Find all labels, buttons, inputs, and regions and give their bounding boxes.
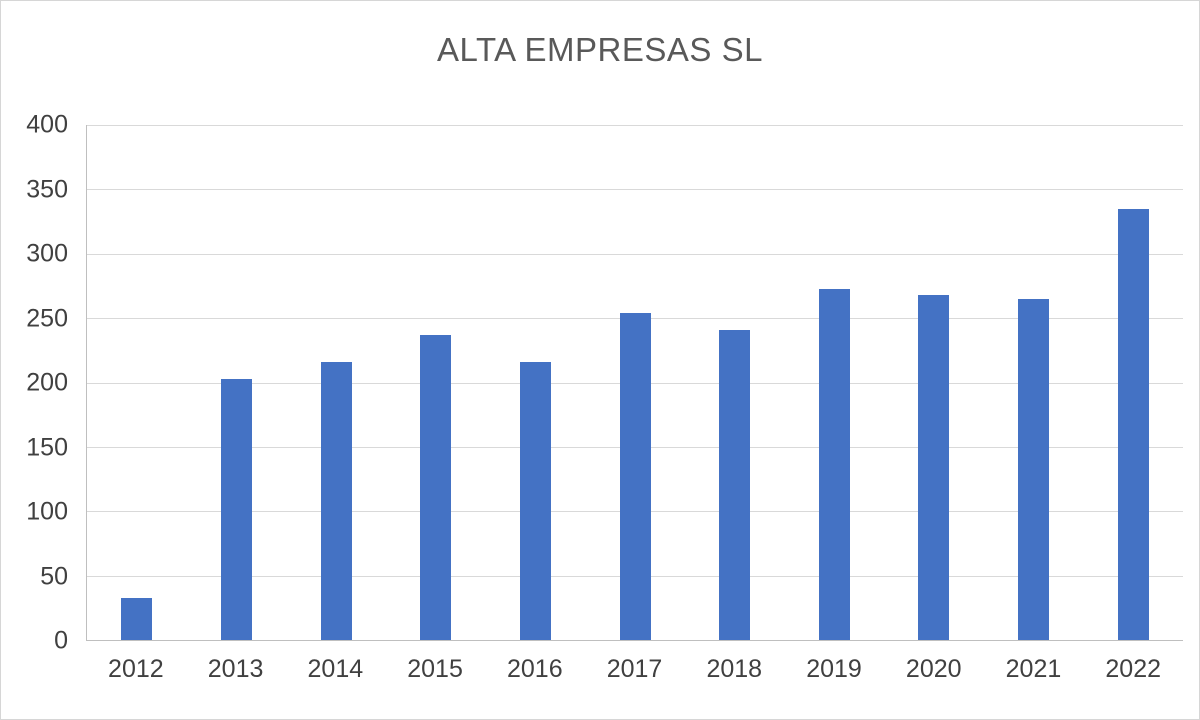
bar-slot [486,125,586,640]
x-axis-tick-label: 2022 [1105,655,1162,683]
bar-2013 [220,378,252,640]
y-axis-tick-label: 400 [26,110,68,139]
x-axis-tick-label: 2012 [108,655,164,683]
x-axis-tick-label: 2017 [606,655,663,683]
y-axis-tick-label: 50 [40,562,68,590]
x-axis-tick-label: 2013 [207,655,264,683]
bar-2020 [918,294,950,640]
y-axis-tick-label: 200 [26,368,68,397]
bar-2016 [519,361,551,640]
bar-series [87,125,1183,640]
bar-slot [286,125,386,640]
chart-plot-region: 0 50 100 150 200 250 300 350 400 [1,111,1199,655]
bar-slot [585,125,685,640]
x-axis: 2012 2013 2014 2015 2016 2017 2018 2019 2020 2021… [86,641,1183,684]
y-axis-tick-label: 100 [26,497,68,526]
y-axis-tick-label: 300 [26,239,68,268]
y-axis: 0 50 100 150 200 250 300 350 400 [1,111,86,655]
y-axis-tick-label: 350 [26,175,68,203]
bar-slot [884,125,984,640]
bar-slot [685,125,785,640]
x-axis-tick-label: 2020 [905,655,962,683]
gridline [87,189,1183,191]
bar-2022 [1117,208,1149,640]
bar-slot [187,125,287,640]
x-axis-tick-label: 2014 [307,655,364,683]
chart-title: ALTA EMPRESAS SL [437,31,763,68]
y-axis-tick-label: 0 [54,626,68,655]
bar-slot [1083,125,1183,640]
x-axis-tick-label: 2016 [506,655,563,683]
gridline [87,253,1183,255]
bar-slot [87,125,187,640]
bar-2014 [320,361,352,640]
bar-2015 [420,334,452,640]
x-axis-tick-label: 2018 [706,655,763,683]
bar-slot [784,125,884,640]
bar-2017 [619,312,651,640]
y-axis-tick-label: 150 [26,433,68,461]
y-axis-tick-label: 250 [26,304,68,332]
bar-slot [386,125,486,640]
bar-slot [984,125,1084,640]
bar-2021 [1018,298,1050,640]
bar-2019 [818,288,850,640]
x-axis-tick-label: 2021 [1005,655,1062,683]
x-axis-tick-label: 2015 [407,655,463,683]
gridline [87,125,1183,126]
bar-2012 [121,597,153,640]
bar-2018 [719,329,751,640]
plot-area [86,125,1183,641]
x-axis-tick-label: 2019 [806,655,862,683]
